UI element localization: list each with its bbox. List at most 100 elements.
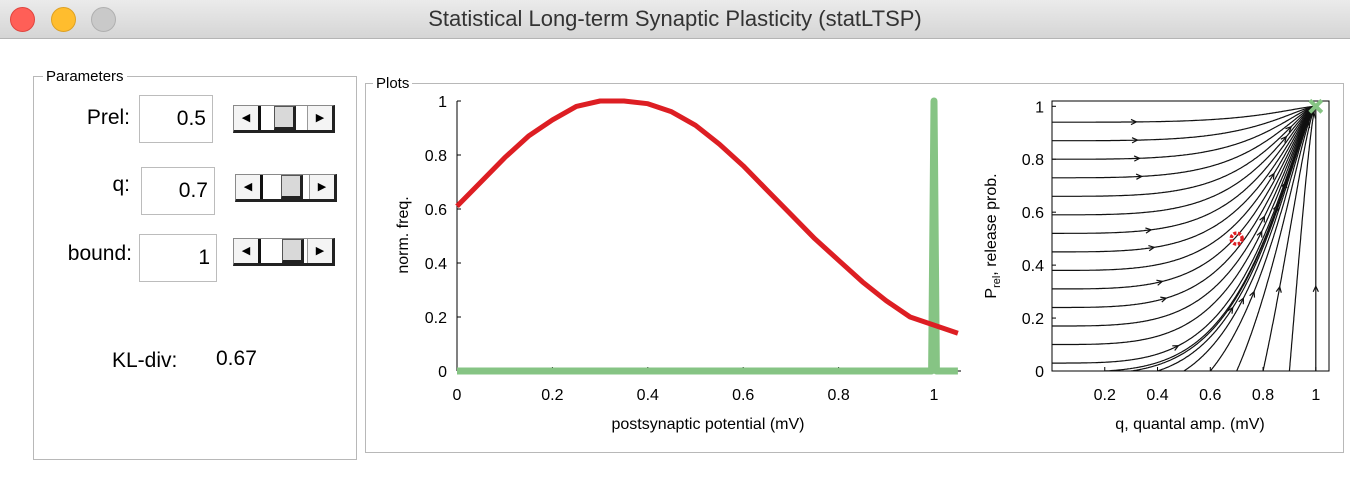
y-tick-label: 0.4 [425, 256, 447, 273]
x-tick-label: 1 [1311, 387, 1320, 404]
kl-div-label: KL-div: [112, 349, 178, 372]
close-button[interactable] [10, 7, 35, 32]
slider-thumb[interactable] [281, 175, 303, 199]
prel-field[interactable] [139, 95, 213, 143]
streamline-arrow [1227, 306, 1234, 314]
x-tick-label: 0.4 [1146, 387, 1168, 404]
slider-left-arrow-icon[interactable]: ◀ [234, 239, 261, 263]
y-axis-label: Prel, release prob. [983, 173, 1003, 298]
window-title: Statistical Long-term Synaptic Plasticit… [428, 6, 922, 31]
y-tick-label: 0.8 [425, 148, 447, 165]
streamline-arrow [1256, 230, 1263, 238]
slider-thumb[interactable] [282, 239, 304, 263]
streamline-arrow [1135, 173, 1144, 180]
x-axis-label: q, quantal amp. (mV) [1115, 416, 1264, 433]
y-tick-label: 0.2 [425, 310, 447, 327]
red-curve [455, 98, 959, 336]
streamline-arrow [1145, 227, 1153, 234]
streamline [1052, 105, 1316, 123]
x-tick-label: 0 [453, 387, 462, 404]
y-tick-label: 0 [438, 364, 447, 381]
plot-area-frame [1051, 100, 1330, 372]
q-slider[interactable]: ◀ ▶ [235, 174, 337, 202]
y-tick-label: 1 [1035, 99, 1044, 116]
y-tick-label: 0.6 [1022, 205, 1044, 222]
minimize-button[interactable] [51, 7, 76, 32]
slider-left-arrow-icon[interactable]: ◀ [234, 106, 261, 130]
y-tick-label: 1 [438, 94, 447, 111]
slider-trough[interactable] [261, 239, 307, 263]
plots-canvas: 0 0.2 0.4 0.6 0.8 1 0 0.2 0.4 0.6 0.8 1 postsynapt… [395, 94, 1330, 433]
parameters-title: Parameters [43, 69, 127, 85]
streamline [1052, 105, 1317, 364]
y-tick-label: 0 [1035, 364, 1044, 381]
q-field[interactable] [141, 167, 215, 215]
y-axis-label-main: P [983, 288, 1000, 299]
x-tick-label: 1 [930, 387, 939, 404]
title-bar: Statistical Long-term Synaptic Plasticit… [0, 0, 1350, 39]
streamline [1052, 105, 1317, 160]
streamline-arrow [1275, 285, 1282, 293]
target-x-marker [1308, 98, 1324, 114]
slider-trough[interactable] [261, 106, 307, 130]
streamline-arrow [1280, 135, 1288, 143]
x-tick-label: 0.8 [1252, 387, 1274, 404]
streamline-arrow [1156, 279, 1164, 286]
bound-slider[interactable]: ◀ ▶ [233, 238, 335, 266]
streamline-arrow [1131, 137, 1139, 144]
streamline [1052, 105, 1317, 309]
streamline-arrow [1172, 345, 1180, 351]
prel-label: Prel: [86, 106, 130, 129]
y-axis-label-sub: rel [991, 276, 1003, 288]
streamlines [1052, 104, 1319, 371]
green-curve [457, 97, 958, 375]
streamline-arrow [1259, 215, 1266, 223]
slider-right-arrow-icon[interactable]: ▶ [307, 106, 332, 130]
bound-label: bound: [67, 242, 132, 265]
prel-slider[interactable]: ◀ ▶ [233, 105, 335, 133]
x-tick-label: 0.8 [827, 387, 849, 404]
maximize-button[interactable] [91, 7, 116, 32]
x-tick-label: 0.4 [637, 387, 659, 404]
streamline [1209, 105, 1317, 371]
slider-right-arrow-icon[interactable]: ▶ [309, 175, 334, 199]
streamline [1052, 105, 1317, 179]
streamline [1183, 105, 1316, 371]
streamline [1236, 104, 1318, 371]
kl-div-value: 0.67 [216, 347, 257, 370]
window-content: Parameters Prel: ◀ ▶ q: ◀ ▶ bound: ◀ ▶ K… [0, 39, 1350, 488]
y-tick-label: 0.6 [425, 202, 447, 219]
streamline-arrow [1312, 284, 1319, 292]
streamline-arrow [1285, 125, 1293, 133]
parameters-panel: Parameters Prel: ◀ ▶ q: ◀ ▶ bound: ◀ ▶ K… [33, 69, 357, 460]
y-tick-label: 0.2 [1022, 311, 1044, 328]
y-tick-label: 0.8 [1022, 152, 1044, 169]
slider-right-arrow-icon[interactable]: ▶ [307, 239, 332, 263]
streamline-arrow [1133, 155, 1141, 162]
streamline-arrow [1249, 290, 1256, 298]
slider-left-arrow-icon[interactable]: ◀ [236, 175, 263, 199]
streamline [1052, 105, 1316, 234]
slider-thumb[interactable] [274, 106, 296, 130]
streamline [1262, 106, 1316, 371]
streamline-arrow [1309, 111, 1317, 119]
x-axis-label: postsynaptic potential (mV) [612, 416, 805, 433]
bound-field[interactable] [139, 234, 217, 282]
current-state-marker [1229, 231, 1244, 246]
distribution-chart: 0 0.2 0.4 0.6 0.8 1 0 0.2 0.4 0.6 0.8 1 postsynapt… [395, 94, 961, 433]
streamline [1052, 105, 1317, 271]
streamline-arrow [1130, 118, 1138, 126]
streamline [1052, 105, 1316, 253]
streamline [1157, 105, 1317, 371]
x-tick-label: 0.2 [1094, 387, 1116, 404]
streamline-arrow [1268, 172, 1275, 180]
slider-trough[interactable] [263, 175, 309, 199]
x-tick-label: 0.6 [1199, 387, 1221, 404]
plots-panel: Plots [365, 76, 1344, 453]
streamline-arrow [1238, 296, 1245, 305]
y-axis-label-rest: , release prob. [983, 173, 1000, 275]
streamline-arrow [1148, 245, 1156, 252]
y-axis-label: norm. freq. [395, 196, 412, 273]
x-tick-label: 0.2 [541, 387, 563, 404]
y-tick-label: 0.4 [1022, 258, 1044, 275]
